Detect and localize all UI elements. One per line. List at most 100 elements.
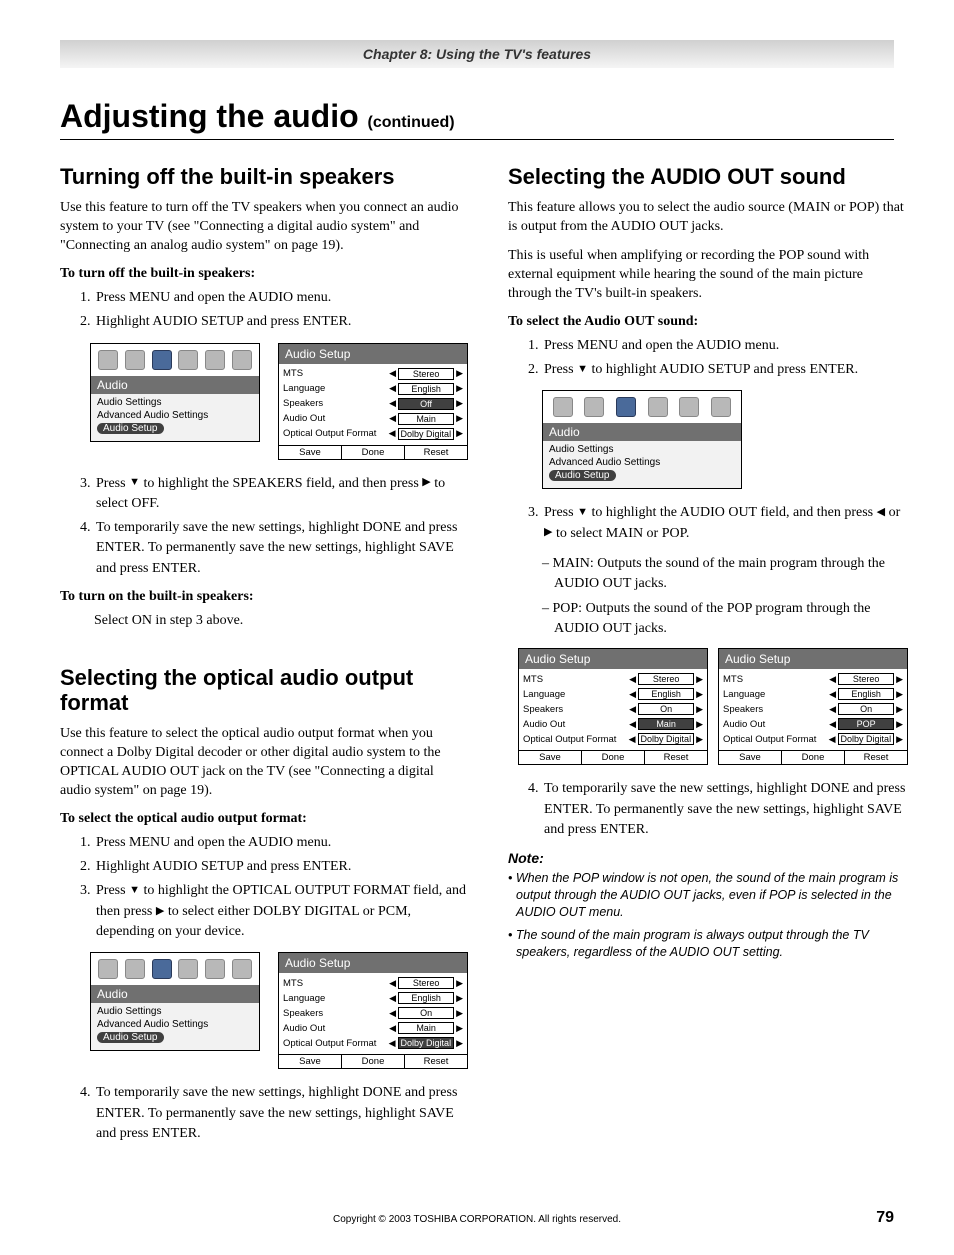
value-wrap: ◀Main▶ [389, 1022, 463, 1034]
section-title: Selecting the AUDIO OUT sound [508, 164, 908, 189]
t: Press [544, 362, 577, 377]
right-arrow-icon: ▶ [456, 1009, 463, 1018]
right-arrow-icon: ▶ [696, 720, 703, 729]
audio-menu-box: Audio Audio Settings Advanced Audio Sett… [90, 952, 260, 1051]
audio-menu-box: Audio Audio Settings Advanced Audio Sett… [542, 390, 742, 489]
value-wrap: ◀Main▶ [389, 413, 463, 425]
row-value: On [398, 1007, 454, 1019]
t: The sound of the main program is always … [516, 928, 869, 959]
value-wrap: ◀POP▶ [829, 718, 903, 730]
right-arrow-icon: ▶ [456, 369, 463, 378]
step: Press ▼ to highlight the SPEAKERS field,… [94, 474, 468, 515]
setup-row: Audio Out◀POP▶ [723, 718, 903, 730]
menu-icon [178, 350, 198, 370]
down-arrow-icon: ▼ [577, 362, 588, 378]
setup-row: Language◀English▶ [523, 688, 703, 700]
dash-item: – MAIN: Outputs the sound of the main pr… [542, 554, 908, 593]
menu-icon [125, 959, 145, 979]
left-arrow-icon: ◀ [629, 720, 636, 729]
menu-icon [178, 959, 198, 979]
row-value-selected: Main [638, 718, 694, 730]
right-arrow-icon: ▶ [456, 1024, 463, 1033]
row-label: Speakers [283, 1008, 377, 1019]
row-value: Stereo [638, 673, 694, 685]
right-arrow-icon: ▶ [456, 414, 463, 423]
row-label: Optical Output Format [723, 734, 817, 745]
main-title: Adjusting the audio (continued) [60, 98, 894, 140]
row-value: English [398, 992, 454, 1004]
menu-item: Advanced Audio Settings [95, 1018, 255, 1031]
setup-row: Language◀English▶ [283, 383, 463, 395]
right-arrow-icon: ▶ [456, 994, 463, 1003]
button-row: Save Done Reset [279, 1054, 467, 1068]
setup-row: Optical Output Format◀Dolby Digital▶ [723, 733, 903, 745]
save-button: Save [279, 446, 342, 459]
t: to highlight the AUDIO OUT field, and th… [588, 505, 877, 520]
setup-row: Audio Out ◀Main▶ [283, 1022, 463, 1034]
icon-row [91, 344, 259, 376]
row-label: Language [523, 689, 617, 700]
setup-rows: MTS◀Stereo▶ Language◀English▶ Speakers◀O… [719, 669, 907, 750]
setup-row: Speakers◀Off▶ [283, 398, 463, 410]
value-wrap: ◀Stereo▶ [389, 368, 463, 380]
setup-row: Speakers◀On▶ [283, 1007, 463, 1019]
row-label: MTS [723, 674, 817, 685]
value-wrap: ◀On▶ [829, 703, 903, 715]
step: Press MENU and open the AUDIO menu. [94, 288, 468, 308]
setup-row: Speakers◀On▶ [523, 703, 703, 715]
setup-row: Language◀English▶ [723, 688, 903, 700]
save-button: Save [519, 751, 582, 764]
dash-list: – MAIN: Outputs the sound of the main pr… [542, 554, 908, 638]
figure-row: Audio Audio Settings Advanced Audio Sett… [90, 952, 468, 1069]
step-list: Press MENU and open the AUDIO menu. High… [60, 833, 468, 942]
row-value: Dolby Digital [838, 733, 895, 745]
right-arrow-icon: ▶ [456, 1039, 463, 1048]
value-wrap: ◀English▶ [389, 992, 463, 1004]
audio-setup-box: Audio Setup MTS◀Stereo▶ Language◀English… [518, 648, 708, 765]
section-title: Turning off the built-in speakers [60, 164, 468, 189]
button-row: Save Done Reset [519, 750, 707, 764]
row-label: Speakers [523, 704, 617, 715]
step-list: Press MENU and open the AUDIO menu. High… [60, 288, 468, 333]
setup-row: Audio Out ◀Main▶ [283, 413, 463, 425]
right-arrow-icon: ▶ [896, 675, 903, 684]
step: Highlight AUDIO SETUP and press ENTER. [94, 857, 468, 877]
row-label: Audio Out [283, 1023, 377, 1034]
step: Press ▼ to highlight the OPTICAL OUTPUT … [94, 881, 468, 942]
figure-row: Audio Audio Settings Advanced Audio Sett… [542, 390, 908, 489]
row-label: Audio Out [523, 719, 617, 730]
icon-row [543, 391, 741, 423]
columns: Turning off the built-in speakers Use th… [60, 164, 894, 1154]
step: Press ▼ to highlight the AUDIO OUT field… [542, 503, 908, 544]
left-arrow-icon: ◀ [389, 384, 396, 393]
row-value-selected: Dolby Digital [398, 1037, 455, 1049]
row-label: Language [283, 993, 377, 1004]
right-arrow-icon: ▶ [422, 475, 430, 491]
menu-items: Audio Settings Advanced Audio Settings A… [91, 394, 259, 441]
down-arrow-icon: ▼ [577, 505, 588, 521]
row-label: Optical Output Format [283, 1038, 377, 1049]
down-arrow-icon: ▼ [129, 475, 140, 491]
menu-icon [679, 397, 699, 417]
right-arrow-icon: ▶ [456, 429, 463, 438]
row-label: Speakers [283, 398, 377, 409]
setup-header: Audio Setup [719, 649, 907, 669]
paragraph: Select ON in step 3 above. [94, 611, 468, 631]
save-button: Save [719, 751, 782, 764]
menu-icon-selected [616, 397, 636, 417]
step: To temporarily save the new settings, hi… [542, 779, 908, 840]
menu-icon [584, 397, 604, 417]
main-title-text: Adjusting the audio [60, 98, 359, 134]
sub-heading: To select the Audio OUT sound: [508, 314, 908, 330]
dash-item: – POP: Outputs the sound of the POP prog… [542, 599, 908, 638]
left-arrow-icon: ◀ [829, 705, 836, 714]
step: Press MENU and open the AUDIO menu. [542, 336, 908, 356]
page-number: 79 [876, 1209, 894, 1227]
copyright: Copyright © 2003 TOSHIBA CORPORATION. Al… [333, 1214, 621, 1225]
menu-item: Audio Settings [95, 396, 255, 409]
footer: Copyright © 2003 TOSHIBA CORPORATION. Al… [60, 1214, 894, 1225]
left-arrow-icon: ◀ [629, 735, 636, 744]
left-arrow-icon: ◀ [829, 675, 836, 684]
row-value: Stereo [398, 368, 454, 380]
row-label: Audio Out [283, 413, 377, 424]
